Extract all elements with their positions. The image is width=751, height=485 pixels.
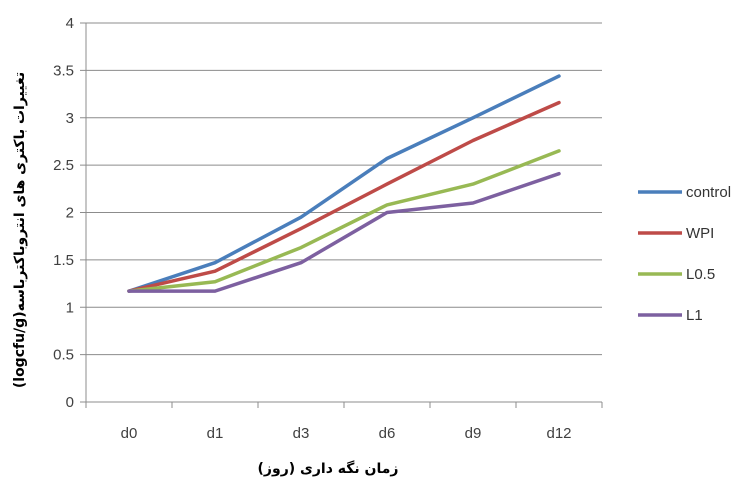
series-line-l1 <box>127 171 561 293</box>
legend-label: L1 <box>686 307 703 324</box>
legend-label: control <box>686 184 731 201</box>
x-tick-label: d6 <box>379 425 396 442</box>
legend-label: WPI <box>686 225 714 242</box>
legend-item: L1 <box>638 307 703 324</box>
series-line-control <box>127 74 561 293</box>
y-tick-label: 3.5 <box>53 62 74 79</box>
y-tick-label: 0 <box>66 394 74 411</box>
series-line-wpi <box>127 100 561 293</box>
legend-item: L0.5 <box>638 266 715 283</box>
y-axis-title: تغییرات باکتری های انتروباکترباسه(logcfu… <box>12 72 28 388</box>
y-tick-label: 1.5 <box>53 252 74 269</box>
x-tick-label: d0 <box>121 425 138 442</box>
x-tick-label: d12 <box>546 425 571 442</box>
y-tick-label: 3 <box>66 110 74 127</box>
y-tick-label: 2.5 <box>53 157 74 174</box>
x-tick-label: d1 <box>207 425 224 442</box>
legend-item: control <box>638 184 731 201</box>
x-tick-label: d3 <box>293 425 310 442</box>
x-axis-title: زمان نگه داری (روز) <box>258 460 399 477</box>
legend-label: L0.5 <box>686 266 715 283</box>
legend-item: WPI <box>638 225 714 242</box>
y-tick-label: 1 <box>66 299 74 316</box>
y-tick-label: 4 <box>66 15 74 32</box>
axes <box>80 22 603 408</box>
x-tick-label: d9 <box>465 425 482 442</box>
gridlines <box>86 22 602 356</box>
series-lines <box>127 74 561 293</box>
y-tick-label: 0.5 <box>53 347 74 364</box>
series-line-l0-5 <box>127 149 561 293</box>
x-tick-labels: d0 d1 d3 d6 d9 d12 <box>121 425 572 442</box>
y-tick-label: 2 <box>66 205 74 222</box>
y-tick-labels: 0 0.5 1 1.5 2 2.5 3 3.5 4 <box>53 15 74 411</box>
legend: control WPI L0.5 L1 <box>638 184 731 324</box>
